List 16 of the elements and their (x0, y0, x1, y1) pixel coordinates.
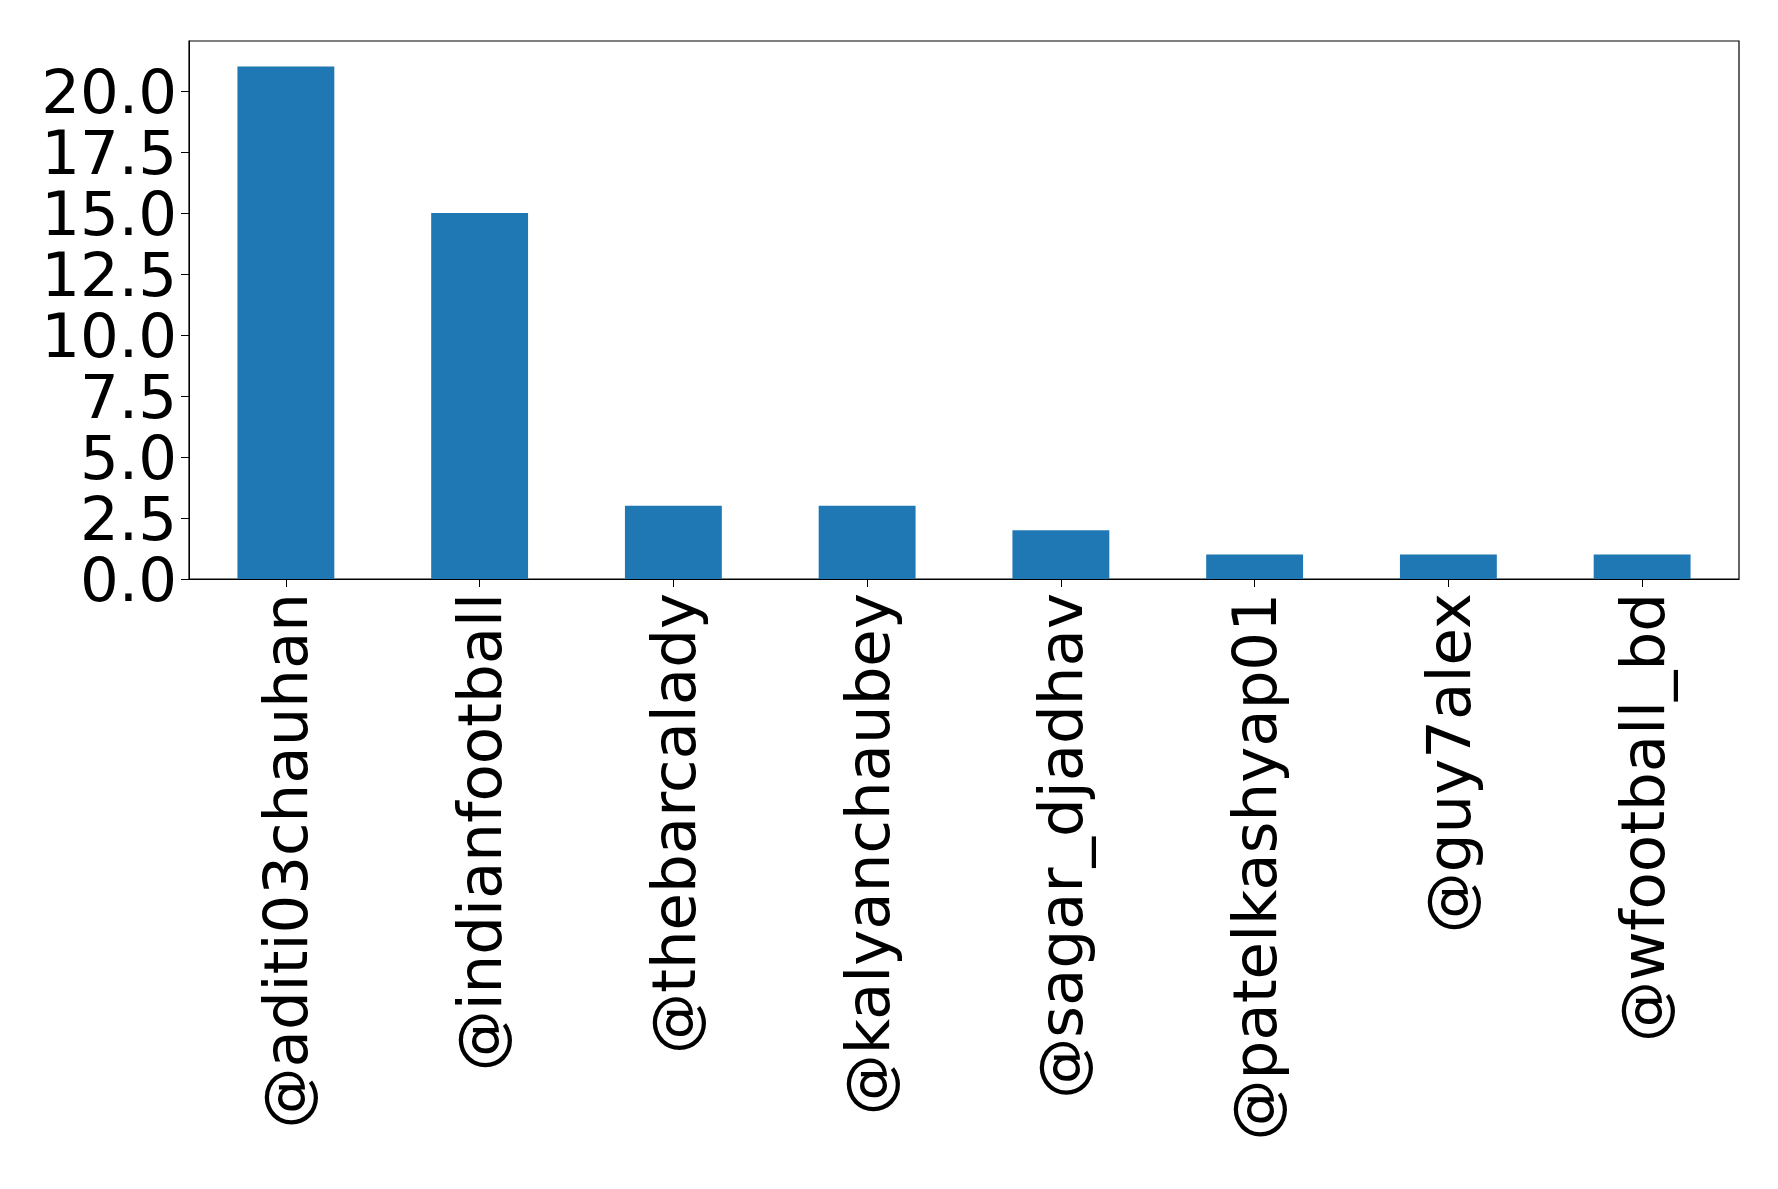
x-tick-label: @kalyanchaubey (831, 593, 903, 1116)
x-tick-label: @sagar_djadhav (1025, 593, 1097, 1099)
bar (1206, 554, 1304, 579)
x-tick-label: @thebarcalady (637, 593, 709, 1055)
x-tick-label: @patelkashyap01 (1219, 593, 1291, 1141)
x-tick-label: @guy7alex (1412, 593, 1484, 934)
x-tick-label: @wfootball_bd (1606, 593, 1678, 1042)
bar (818, 505, 916, 579)
bar (431, 213, 529, 579)
bar (237, 66, 335, 579)
bar (1399, 554, 1497, 579)
x-tick-label: @aditi03chauhan (250, 593, 322, 1129)
bar (624, 505, 722, 579)
bar (1593, 554, 1691, 579)
x-tick-label: @indianfootball (444, 593, 516, 1072)
bar (1012, 530, 1110, 579)
